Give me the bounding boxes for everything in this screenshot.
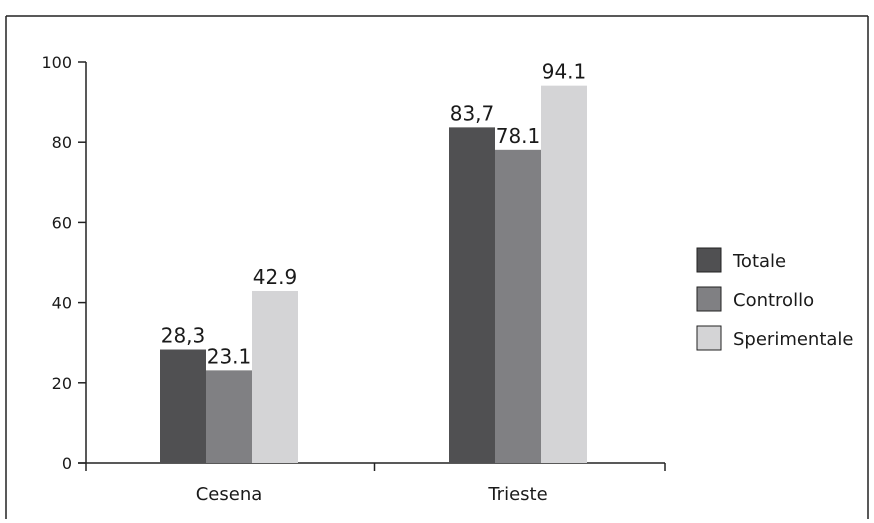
- y-tick-label: 60: [52, 213, 72, 232]
- bar-sperimentale-cesena: [252, 290, 298, 463]
- y-tick-label: 100: [41, 53, 72, 72]
- data-label: 42.9: [253, 265, 298, 289]
- legend-swatch-totale: [696, 247, 722, 273]
- bars: [160, 85, 587, 463]
- y-tick-label: 20: [52, 374, 72, 393]
- data-label: 83,7: [450, 101, 495, 125]
- value-labels: 28,323.1 42.9 83,778.1 94.1: [161, 60, 587, 369]
- bar-sperimentale-trieste: [541, 85, 587, 463]
- data-label: 94.1: [542, 60, 587, 84]
- x-category-label: Cesena: [196, 484, 263, 505]
- y-tick-label: 0: [62, 454, 72, 473]
- axes: 0 20 40 60 80 100 Cesena Trieste: [41, 53, 666, 505]
- legend-swatch-controllo: [696, 286, 722, 312]
- legend: Totale Controllo Sperimentale: [696, 247, 854, 351]
- legend-label: Controllo: [733, 290, 814, 311]
- legend-label: Totale: [732, 251, 786, 272]
- data-label: 78.1: [496, 124, 541, 148]
- y-tick-label: 80: [52, 133, 72, 152]
- legend-label: Sperimentale: [733, 329, 854, 350]
- legend-swatch-sperimentale: [696, 325, 722, 351]
- y-tick-label: 40: [52, 294, 72, 313]
- data-label: 28,3: [161, 324, 206, 348]
- x-category-label: Trieste: [487, 484, 547, 505]
- bar-controllo-trieste: [495, 149, 541, 463]
- bar-totale-cesena: [160, 349, 206, 463]
- bar-controllo-cesena: [206, 370, 252, 463]
- data-label: 23.1: [207, 344, 252, 368]
- bar-totale-trieste: [449, 127, 495, 463]
